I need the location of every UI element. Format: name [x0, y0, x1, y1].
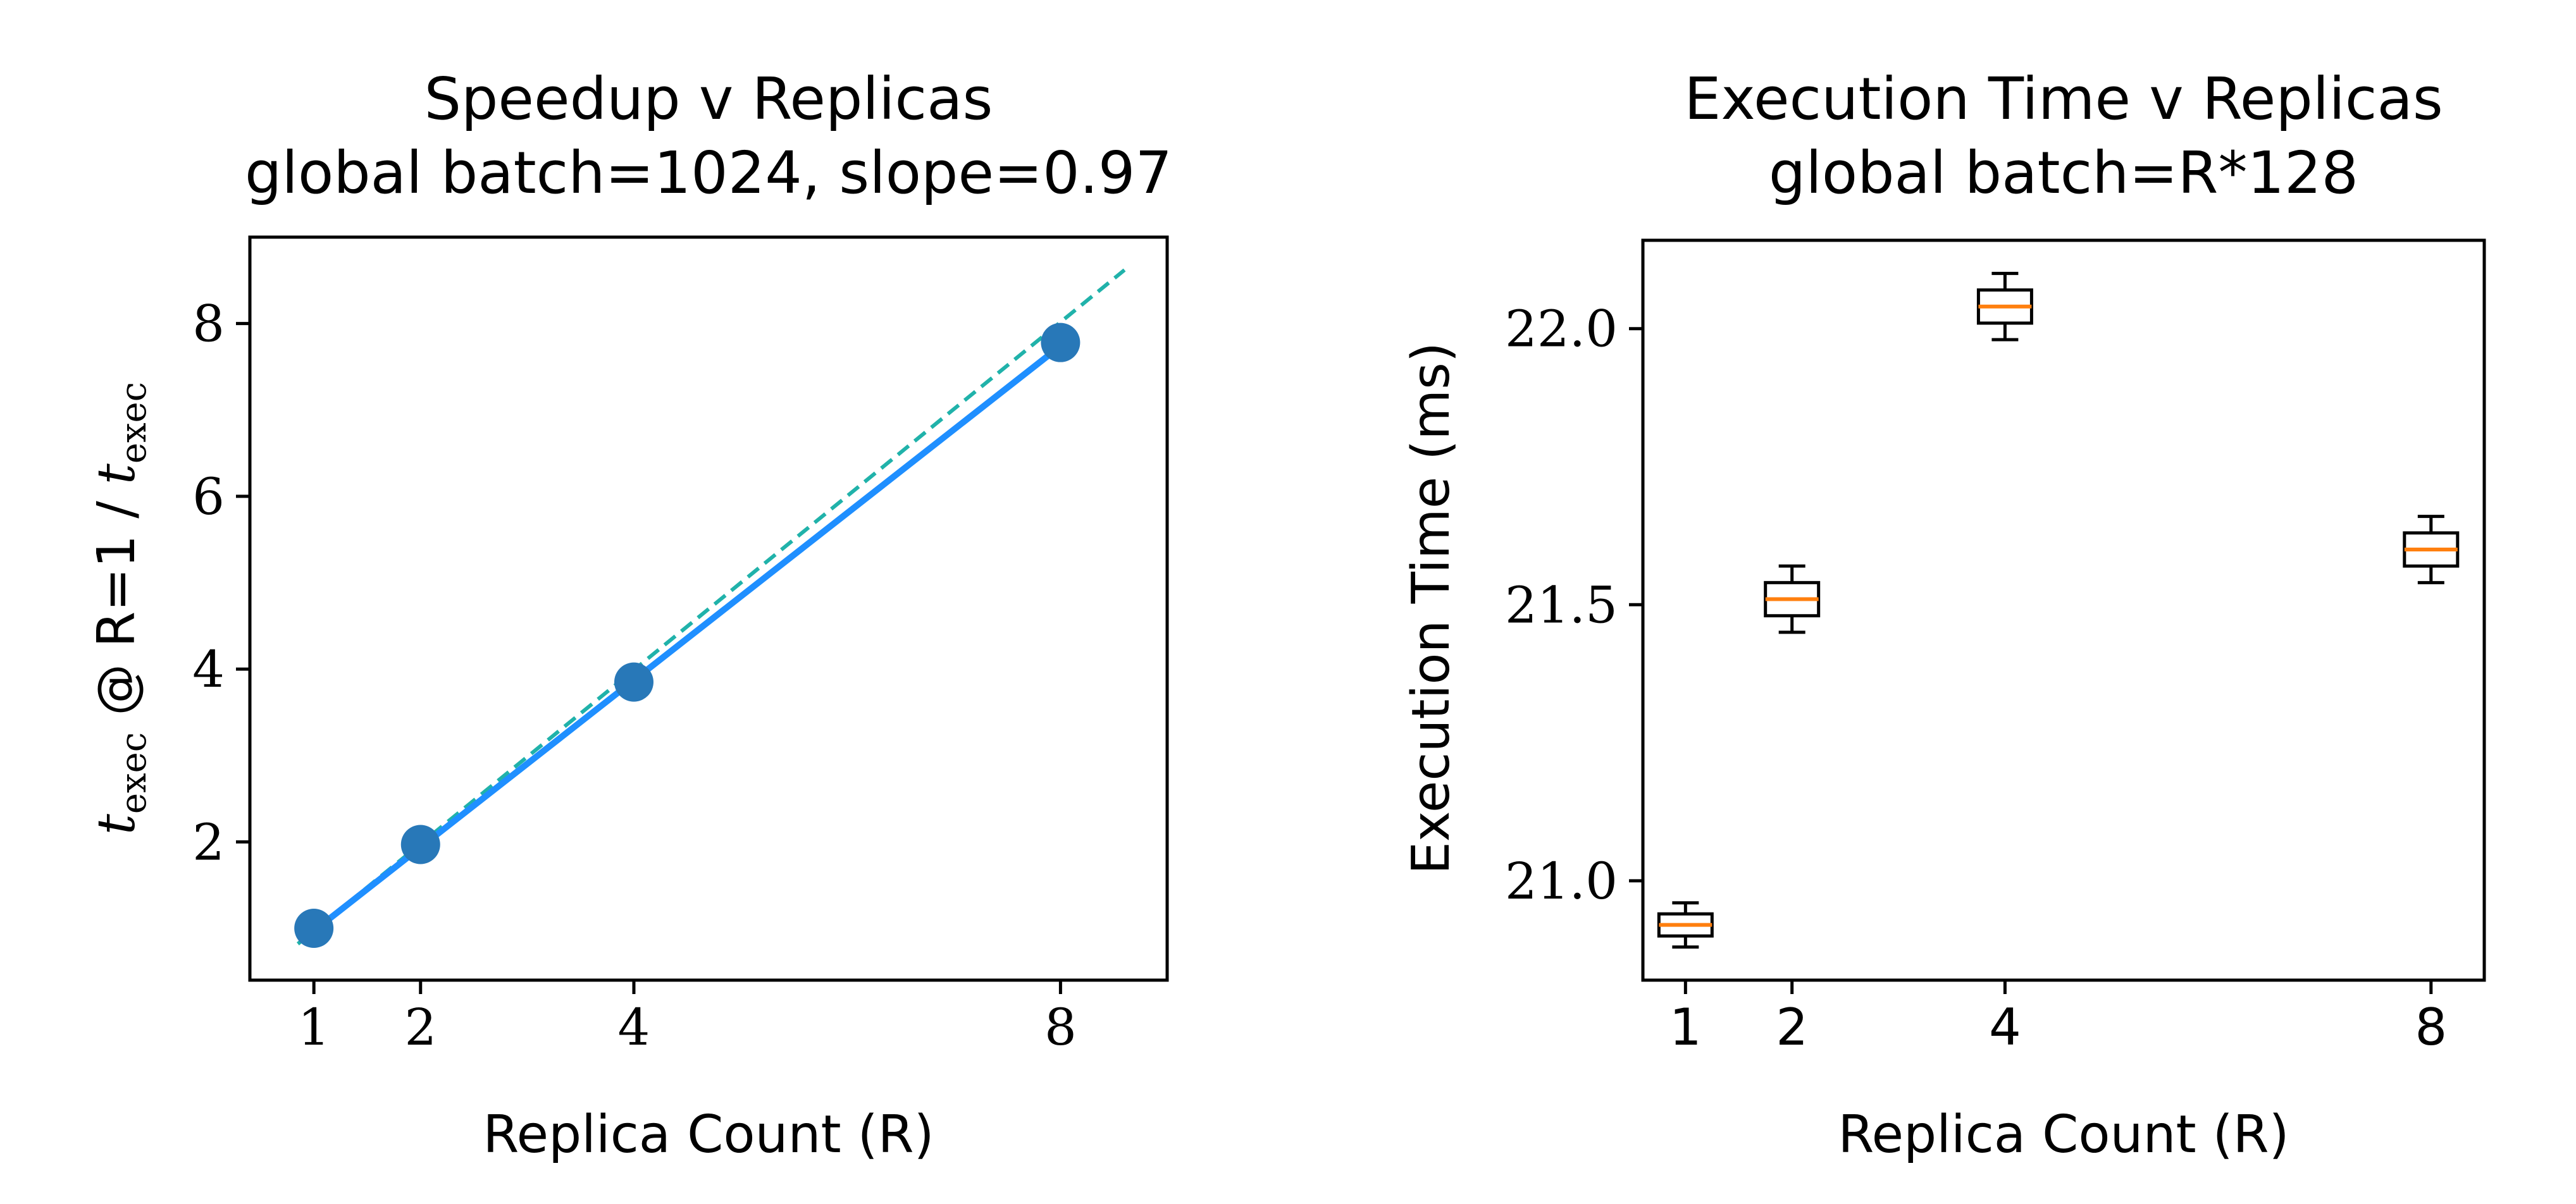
y-tick-label: 22.0: [1505, 300, 1618, 359]
speedup-point-r4: [614, 662, 653, 702]
x-tick-label: 4: [618, 998, 650, 1057]
speedup-plot-frame: [248, 235, 1169, 982]
boxplots: [1657, 271, 2460, 949]
execution-time-chart: Execution Time v Replicas global batch=R…: [1401, 65, 2486, 1165]
y-label-mid: @ R=1 /: [87, 484, 147, 732]
exec-y-label: Execution Time (ms): [1401, 342, 1461, 875]
boxplot-r4: [1976, 271, 2033, 341]
exec-x-ticks: 1 2 4 8: [1669, 980, 2447, 1057]
exec-title-line1: Execution Time v Replicas: [1684, 65, 2443, 133]
x-tick-label: 4: [1989, 998, 2021, 1057]
speedup-chart: Speedup v Replicas global batch=1024, sl…: [87, 65, 1172, 1165]
speedup-y-ticks: 2 4 6 8: [192, 295, 250, 871]
y-tick-label: 4: [192, 640, 225, 699]
y-tick-label: 8: [192, 295, 225, 353]
speedup-title-line2: global batch=1024, slope=0.97: [245, 139, 1172, 207]
speedup-title-line1: Speedup v Replicas: [424, 65, 993, 133]
speedup-x-label: Replica Count (R): [483, 1105, 934, 1165]
x-tick-label: 2: [1776, 998, 1808, 1057]
speedup-point-r8: [1041, 322, 1081, 362]
x-tick-label: 1: [1669, 998, 1702, 1057]
x-tick-label: 8: [1044, 998, 1077, 1057]
y-tick-label: 6: [192, 467, 225, 526]
speedup-x-ticks: 1 2 4 8: [298, 980, 1077, 1057]
y-label-t2: t: [87, 463, 147, 484]
speedup-points: [294, 322, 1081, 949]
x-tick-label: 2: [404, 998, 437, 1057]
exec-title-line2: global batch=R*128: [1769, 139, 2358, 207]
fit-line: [311, 343, 1064, 935]
y-label-sub: exec: [113, 732, 154, 814]
boxplot-r1: [1657, 901, 1714, 949]
y-label-sub2: exec: [113, 382, 154, 464]
speedup-point-r1: [294, 909, 334, 949]
boxplot-r8: [2403, 515, 2460, 584]
speedup-y-label: texec @ R=1 / texec: [87, 382, 154, 835]
exec-y-ticks: 21.0 21.5 22.0: [1505, 300, 1643, 911]
boxplot-r2: [1764, 564, 1821, 634]
y-tick-label: 21.5: [1505, 575, 1618, 634]
y-label-t: t: [87, 813, 147, 835]
exec-plot-frame: [1641, 238, 2486, 982]
speedup-point-r2: [400, 825, 440, 864]
fit-line-segment: [311, 343, 1064, 935]
y-tick-label: 21.0: [1505, 852, 1618, 911]
y-tick-label: 2: [192, 813, 225, 871]
exec-x-label: Replica Count (R): [1838, 1105, 2289, 1165]
x-tick-label: 1: [298, 998, 330, 1057]
x-tick-label: 8: [2415, 998, 2447, 1057]
